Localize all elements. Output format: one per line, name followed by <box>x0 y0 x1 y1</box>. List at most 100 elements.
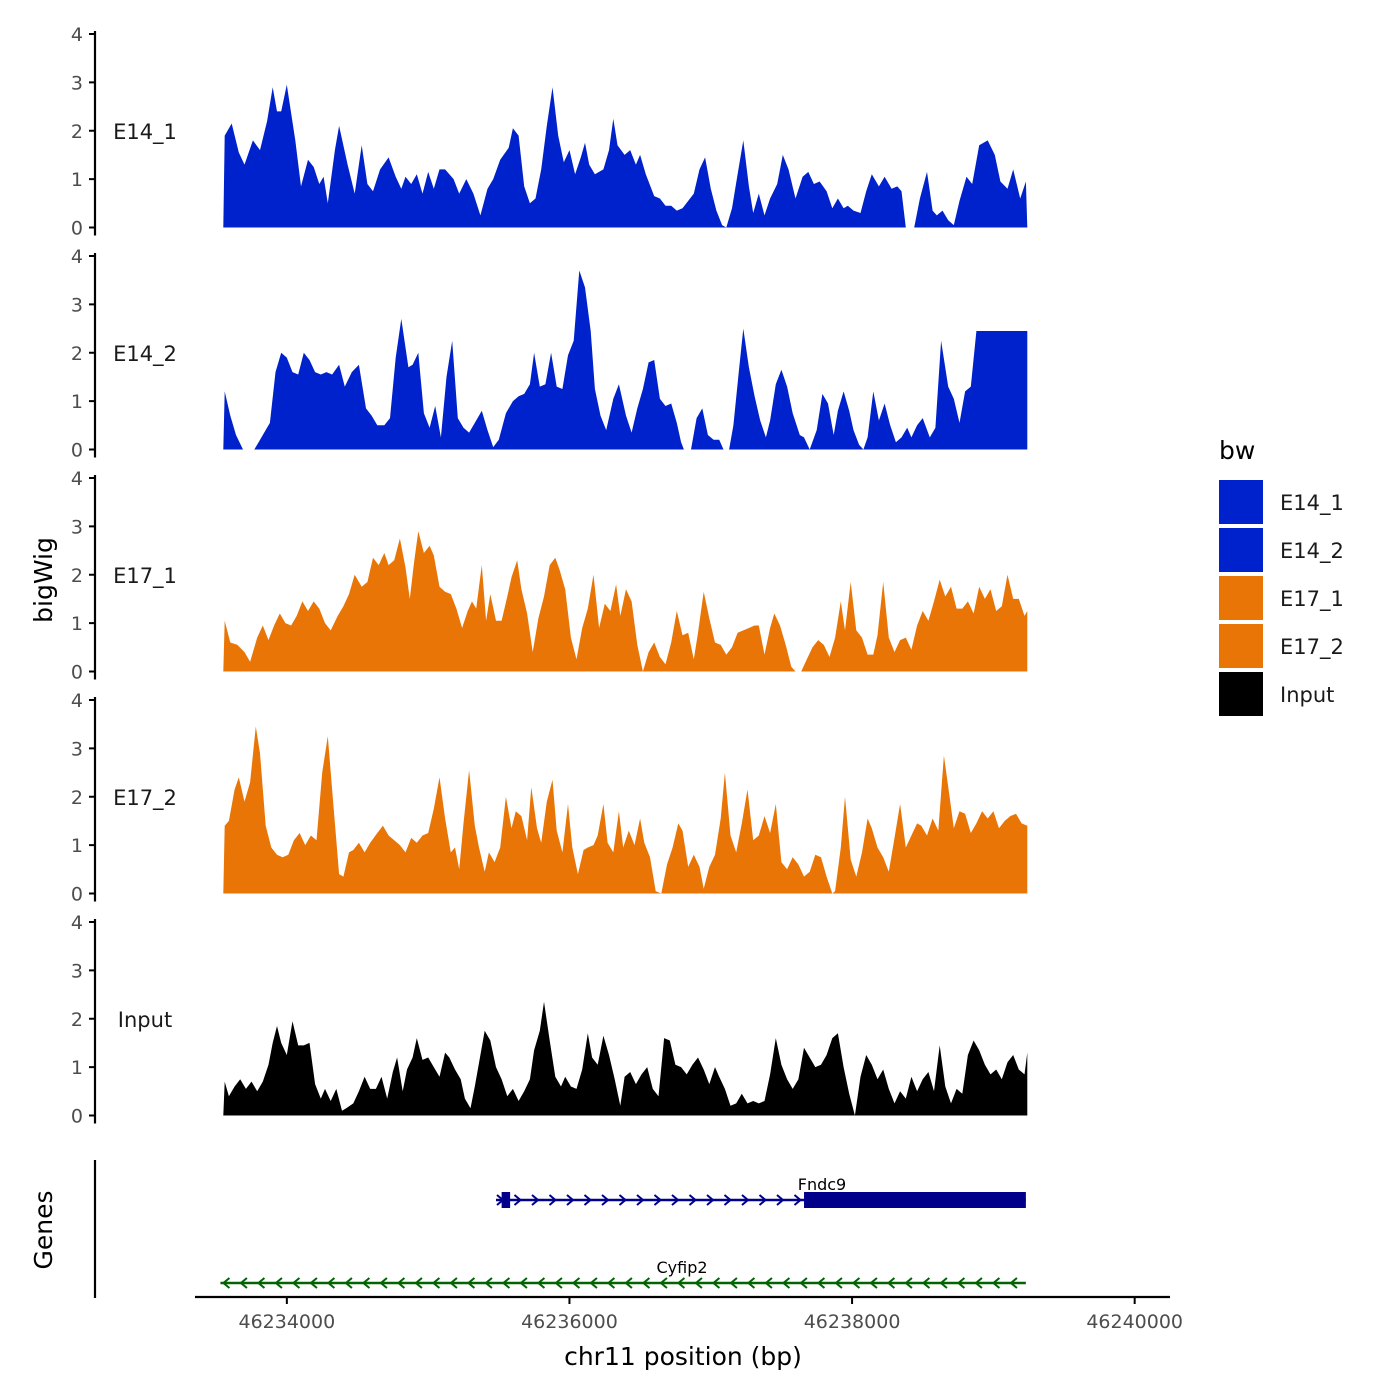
legend-swatch <box>1219 528 1263 572</box>
gene-Fndc9: Fndc9 <box>495 1175 1026 1208</box>
y-tick-label: 0 <box>71 884 83 906</box>
x-tick-label: 46234000 <box>238 1311 335 1333</box>
strand-chevron <box>601 1194 610 1206</box>
track-Input: 0 1 2 3 4 Input <box>71 912 1028 1128</box>
strand-chevron <box>781 1277 791 1289</box>
track-label: E14_2 <box>113 342 177 367</box>
signal-area-Input <box>223 1001 1028 1116</box>
y-tick-label: 4 <box>71 468 83 490</box>
strand-chevron <box>396 1277 406 1289</box>
legend-swatch <box>1219 480 1263 524</box>
track-E14_1: 0 1 2 3 4 E14_1 <box>71 24 1028 240</box>
gene-Cyfip2: Cyfip2 <box>220 1258 1026 1289</box>
strand-chevron <box>653 1194 663 1206</box>
strand-chevron <box>501 1277 511 1289</box>
y-tick-label: 4 <box>71 690 83 712</box>
legend: bw E14_1 E14_2 E17_1 E17_2 Input <box>1219 436 1344 716</box>
y-tick-label: 0 <box>71 218 83 240</box>
legend-label: Input <box>1280 683 1334 707</box>
track-E17_2: 0 1 2 3 4 E17_2 <box>71 690 1028 906</box>
strand-chevron <box>816 1277 826 1289</box>
genes-axis-title: Genes <box>29 1190 58 1269</box>
signal-area-E17_2 <box>223 726 1028 894</box>
strand-chevron <box>519 1277 528 1289</box>
strand-chevron <box>776 1194 785 1206</box>
track-label: Input <box>118 1008 172 1032</box>
strand-chevron <box>741 1194 750 1206</box>
strand-chevron <box>414 1277 423 1289</box>
strand-chevron <box>274 1277 283 1289</box>
strand-chevron <box>239 1277 248 1289</box>
y-tick-label: 3 <box>71 738 83 760</box>
strand-chevron <box>548 1194 558 1206</box>
track-label: E14_1 <box>113 120 177 145</box>
strand-chevron <box>566 1194 575 1206</box>
legend-label: E17_1 <box>1280 587 1344 612</box>
strand-chevron <box>641 1277 651 1289</box>
legend-title: bw <box>1219 436 1255 465</box>
track-E14_2: 0 1 2 3 4 E14_2 <box>71 246 1028 462</box>
legend-label: E14_1 <box>1280 491 1344 516</box>
y-tick-label: 4 <box>71 24 83 46</box>
y-tick-label: 2 <box>71 1009 83 1031</box>
strand-chevron <box>589 1277 598 1289</box>
strand-chevron <box>851 1277 861 1289</box>
strand-chevron <box>431 1277 441 1289</box>
gene-label: Cyfip2 <box>656 1258 707 1277</box>
strand-chevron <box>886 1277 896 1289</box>
strand-chevron <box>606 1277 616 1289</box>
strand-chevron <box>466 1277 476 1289</box>
strand-chevron <box>764 1277 773 1289</box>
y-tick-label: 1 <box>71 1057 83 1079</box>
strand-chevron <box>706 1194 715 1206</box>
strand-chevron <box>221 1277 231 1289</box>
strand-chevron <box>799 1277 808 1289</box>
y-tick-label: 2 <box>71 787 83 809</box>
strand-chevron <box>729 1277 738 1289</box>
strand-chevron <box>1009 1277 1018 1289</box>
gene-label: Fndc9 <box>798 1175 846 1194</box>
legend-swatch <box>1219 672 1263 716</box>
y-tick-label: 1 <box>71 613 83 635</box>
strand-chevron <box>326 1277 336 1289</box>
strand-chevron <box>256 1277 266 1289</box>
x-axis: 46234000 46236000 46238000 46240000 <box>195 1295 1183 1333</box>
signal-area-E14_1 <box>223 84 1028 228</box>
y-tick-label: 2 <box>71 565 83 587</box>
signal-area-E14_2 <box>223 270 1028 450</box>
strand-chevron <box>536 1277 546 1289</box>
strand-chevron <box>379 1277 388 1289</box>
x-tick-label: 46240000 <box>1086 1311 1183 1333</box>
strand-chevron <box>939 1277 948 1289</box>
y-tick-label: 2 <box>71 121 83 143</box>
strand-chevron <box>291 1277 301 1289</box>
y-tick-label: 0 <box>71 440 83 462</box>
y-tick-label: 4 <box>71 246 83 268</box>
strand-chevron <box>904 1277 913 1289</box>
track-E17_1: 0 1 2 3 4 E17_1 <box>71 468 1028 684</box>
y-tick-label: 0 <box>71 662 83 684</box>
y-axis-title: bigWig <box>29 537 58 623</box>
x-tick-label: 46236000 <box>521 1311 618 1333</box>
exon <box>804 1192 1026 1208</box>
strand-chevron <box>309 1277 318 1289</box>
y-tick-label: 3 <box>71 294 83 316</box>
strand-chevron <box>449 1277 458 1289</box>
strand-chevron <box>583 1194 593 1206</box>
strand-chevron <box>991 1277 1001 1289</box>
strand-chevron <box>746 1277 756 1289</box>
track-label: E17_1 <box>113 564 177 589</box>
x-axis-title: chr11 position (bp) <box>564 1342 802 1371</box>
y-tick-label: 4 <box>71 912 83 934</box>
strand-chevron <box>531 1194 540 1206</box>
gene-track: Fndc9 Cyfip2 <box>93 1160 1026 1298</box>
y-tick-label: 1 <box>71 835 83 857</box>
strand-chevron <box>711 1277 721 1289</box>
strand-chevron <box>758 1194 768 1206</box>
legend-label: E14_2 <box>1280 539 1344 564</box>
strand-chevron <box>344 1277 353 1289</box>
signal-tracks: 0 1 2 3 4 E14_1 0 1 2 3 4 E14_2 0 1 2 3 4 E17_1 0 1 2 3 4 E17_2… <box>71 24 1028 1128</box>
strand-chevron <box>571 1277 581 1289</box>
strand-chevron <box>624 1277 633 1289</box>
